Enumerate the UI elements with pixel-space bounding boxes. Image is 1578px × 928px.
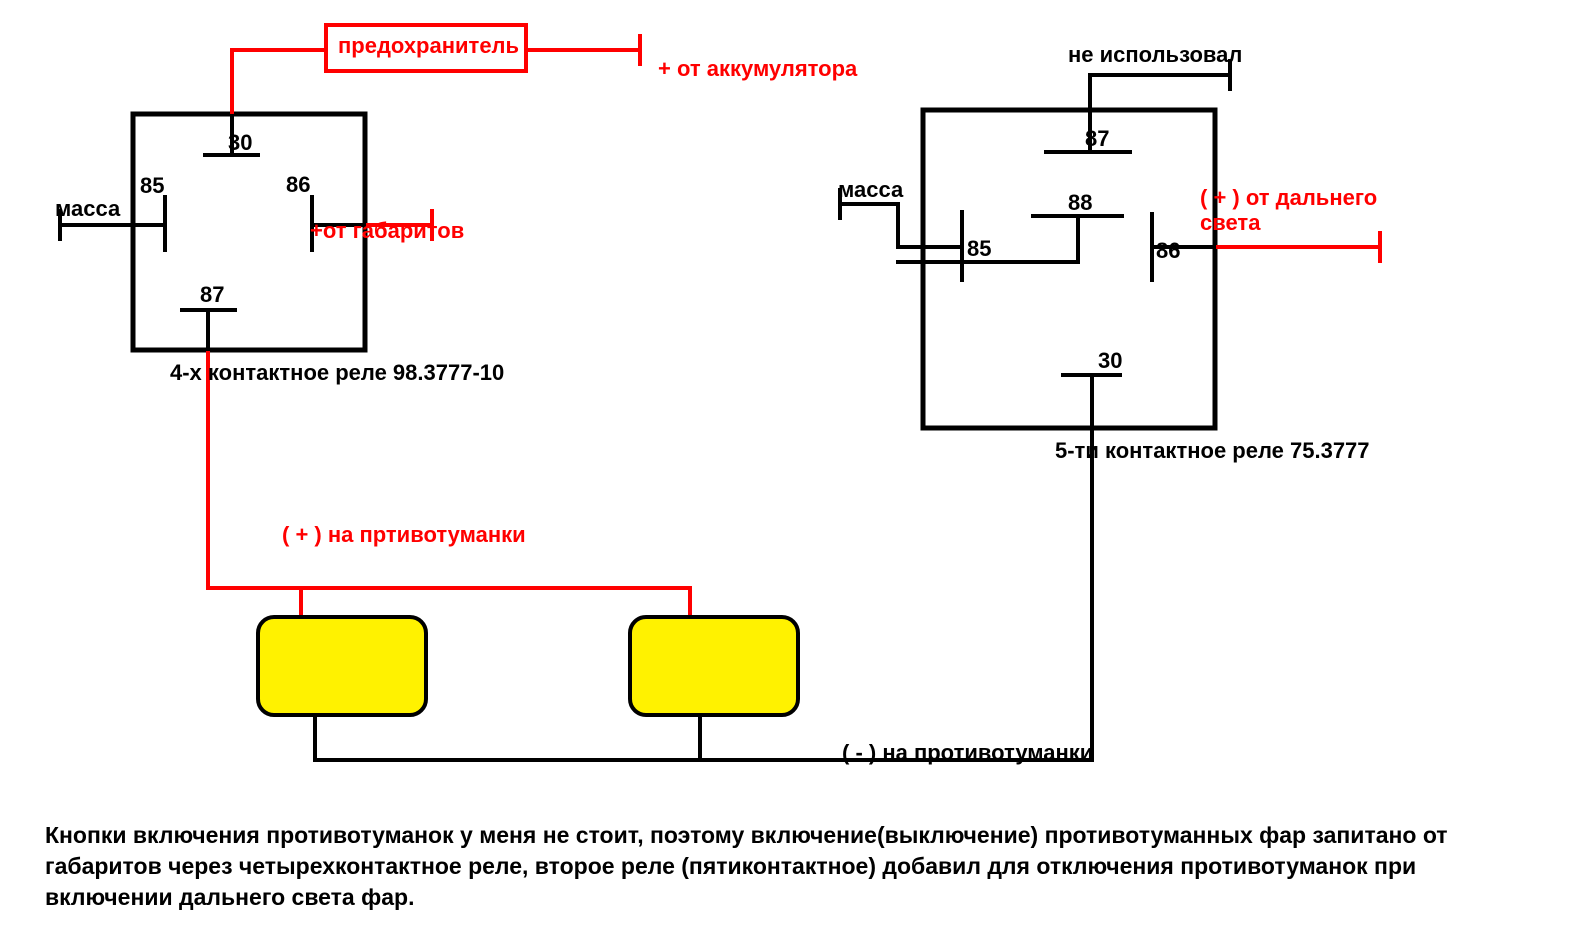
relay2-pin-85: 85: [967, 236, 991, 262]
ext-label-2: +от габаритов: [310, 218, 464, 244]
ext-label-0: + от аккумулятора: [658, 56, 857, 82]
relay2-pin-87: 87: [1085, 126, 1109, 152]
ext-label-4: не использовал: [1068, 42, 1242, 68]
relay1-label: 4-х контактное реле 98.3777-10: [170, 360, 504, 386]
relay1-pin-85: 85: [140, 173, 164, 199]
ext-label-6: ( + ) от дальнего: [1200, 185, 1377, 211]
relay1-pin-87: 87: [200, 282, 224, 308]
relay1-pin-30: 30: [228, 130, 252, 156]
relay1-pin-86: 86: [286, 172, 310, 198]
relay2-label: 5-ти контактное реле 75.3777: [1055, 438, 1370, 464]
relay2-pin-88: 88: [1068, 190, 1092, 216]
ext-label-3: ( + ) на пртивотуманки: [282, 522, 526, 548]
ext-label-1: масса: [55, 196, 120, 222]
ext-label-7: света: [1200, 210, 1260, 236]
ext-label-5: масса: [838, 177, 903, 203]
fuse-label: предохранитель: [338, 33, 519, 59]
caption-text: Кнопки включения противотуманок у меня н…: [45, 820, 1538, 913]
wiring-diagram: [0, 0, 1578, 810]
ext-label-8: ( - ) на противотуманки: [842, 740, 1093, 766]
diagram-svg: [0, 0, 1578, 810]
relay2-pin-86: 86: [1156, 238, 1180, 264]
relay2-pin-30: 30: [1098, 348, 1122, 374]
